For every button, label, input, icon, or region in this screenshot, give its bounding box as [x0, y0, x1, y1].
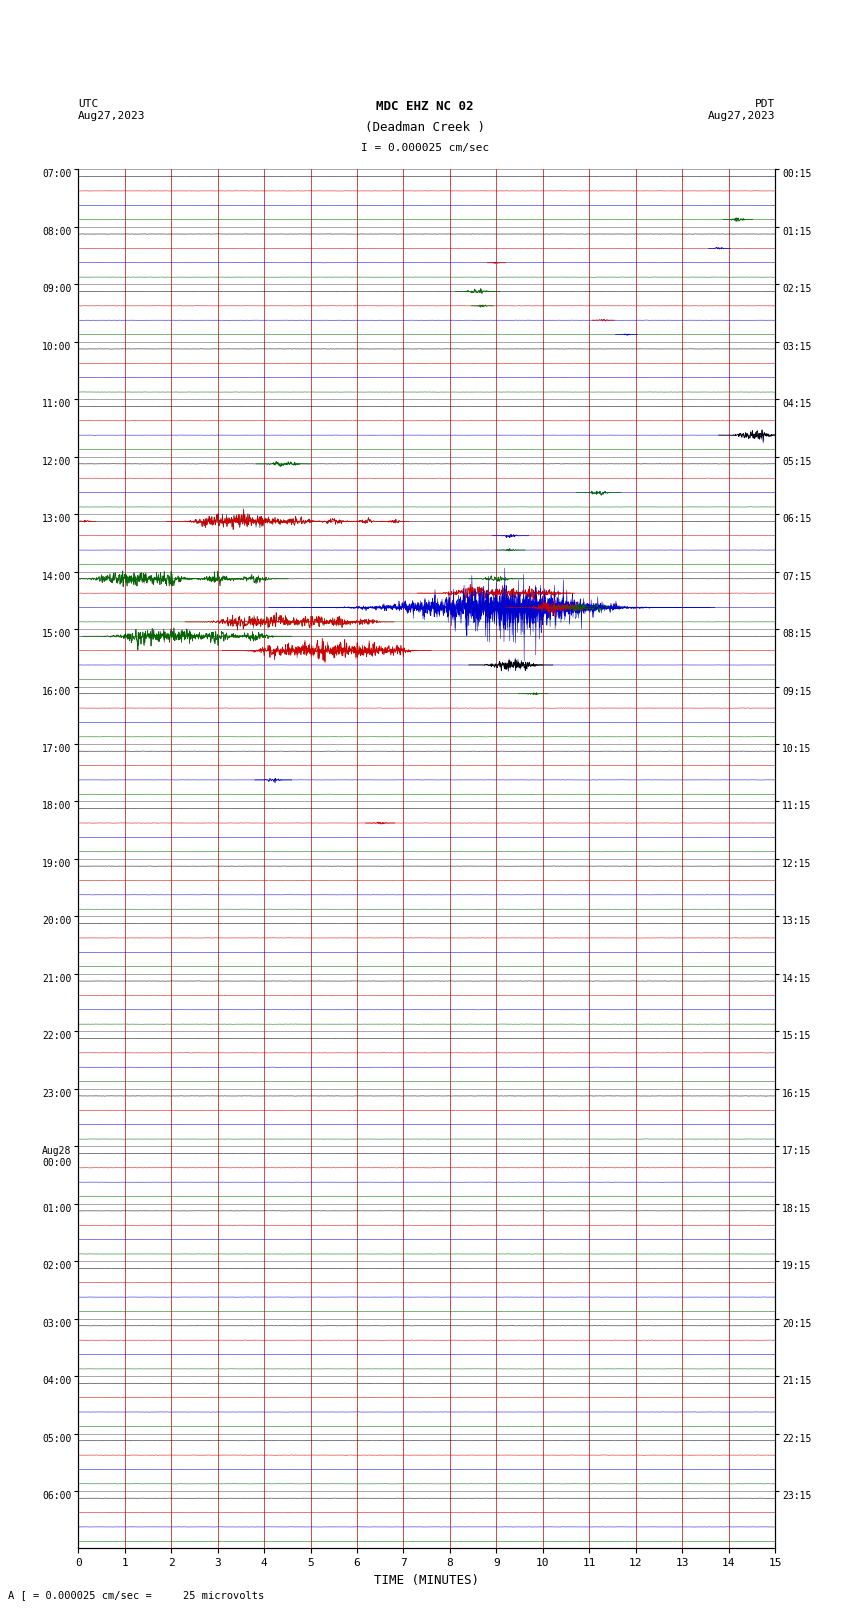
Text: UTC
Aug27,2023: UTC Aug27,2023: [78, 100, 145, 121]
Text: (Deadman Creek ): (Deadman Creek ): [365, 121, 485, 134]
Text: I = 0.000025 cm/sec: I = 0.000025 cm/sec: [361, 144, 489, 153]
X-axis label: TIME (MINUTES): TIME (MINUTES): [374, 1574, 479, 1587]
Text: PDT
Aug27,2023: PDT Aug27,2023: [708, 100, 775, 121]
Text: A [ = 0.000025 cm/sec =     25 microvolts: A [ = 0.000025 cm/sec = 25 microvolts: [8, 1590, 264, 1600]
Text: MDC EHZ NC 02: MDC EHZ NC 02: [377, 100, 473, 113]
